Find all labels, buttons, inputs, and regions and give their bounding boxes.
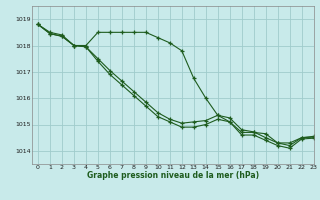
X-axis label: Graphe pression niveau de la mer (hPa): Graphe pression niveau de la mer (hPa) xyxy=(87,171,259,180)
